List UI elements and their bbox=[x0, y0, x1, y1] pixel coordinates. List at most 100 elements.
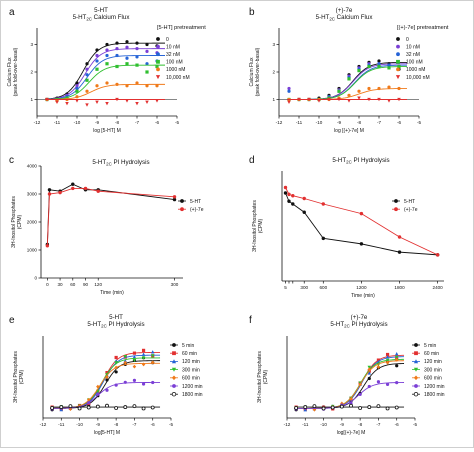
data-point bbox=[135, 102, 139, 106]
data-point bbox=[45, 97, 49, 102]
data-point bbox=[357, 69, 361, 73]
legend-label: 1000 nM bbox=[406, 67, 425, 73]
data-point bbox=[387, 85, 391, 89]
data-point bbox=[96, 189, 100, 193]
panel-d: d 5-HT2C PI Hydrolysis 5 300 600 1200 1800 2400… bbox=[249, 155, 444, 299]
data-point bbox=[376, 358, 381, 362]
y-axis-label: (CPM) bbox=[17, 214, 23, 229]
data-point bbox=[359, 211, 364, 216]
x-tick-label: -10 bbox=[76, 422, 83, 427]
legend-label: 100 nM bbox=[166, 60, 183, 66]
legend-marker bbox=[414, 351, 418, 356]
fit-curve bbox=[287, 66, 408, 100]
y-axis-label: (peak fold-over-basal) bbox=[255, 47, 261, 96]
data-point bbox=[132, 351, 137, 355]
legend-marker bbox=[156, 44, 160, 49]
legend-marker bbox=[413, 391, 419, 397]
legend-marker bbox=[413, 359, 419, 364]
data-point bbox=[85, 78, 89, 82]
data-point bbox=[105, 371, 109, 375]
x-tick-label: -11 bbox=[296, 120, 303, 125]
data-point bbox=[141, 352, 146, 356]
legend-marker bbox=[156, 67, 160, 72]
x-tick-label: -6 bbox=[397, 120, 402, 125]
series bbox=[44, 53, 165, 102]
legend-marker bbox=[171, 375, 177, 381]
data-point bbox=[50, 406, 55, 410]
panel-b: b (+)-7e5-HT2C Calcium Flux -12 -11 -10 -9 -8 -… bbox=[249, 7, 449, 134]
data-point bbox=[132, 364, 137, 369]
data-point bbox=[312, 404, 317, 409]
data-point bbox=[330, 405, 335, 410]
data-point bbox=[115, 41, 119, 45]
data-point bbox=[135, 63, 139, 67]
x-tick-label: -11 bbox=[58, 422, 65, 427]
x-tick-label: -10 bbox=[74, 120, 81, 125]
fit-curve bbox=[287, 64, 408, 100]
data-point bbox=[105, 403, 109, 408]
data-point bbox=[347, 99, 351, 103]
data-point bbox=[123, 360, 128, 365]
data-point bbox=[303, 407, 308, 412]
data-point bbox=[321, 202, 325, 206]
series bbox=[50, 360, 161, 411]
plot-area bbox=[45, 182, 177, 248]
data-point bbox=[68, 407, 73, 411]
data-point bbox=[135, 81, 139, 85]
panel-title-line: (+)-7e bbox=[336, 7, 353, 14]
legend-title: [(+)-7e] pretreatment bbox=[397, 25, 449, 31]
panel-letter: c bbox=[9, 155, 14, 166]
data-point bbox=[123, 380, 127, 384]
legend-marker bbox=[156, 59, 160, 64]
legend-marker bbox=[156, 52, 160, 57]
legend-label: 100 nM bbox=[406, 60, 423, 66]
x-tick-label: -11 bbox=[54, 120, 61, 125]
legend-label: 0 bbox=[166, 37, 169, 43]
x-tick-label: -6 bbox=[155, 120, 160, 125]
y-tick-label: 1 bbox=[30, 97, 33, 102]
legend-label: 1000 nM bbox=[166, 67, 185, 73]
data-point bbox=[367, 97, 371, 102]
data-point bbox=[357, 89, 361, 93]
data-point bbox=[377, 86, 381, 91]
data-point bbox=[58, 190, 62, 195]
data-point bbox=[394, 351, 399, 356]
legend-marker bbox=[396, 44, 400, 49]
data-point bbox=[339, 404, 344, 409]
data-point bbox=[377, 59, 381, 63]
data-point bbox=[385, 352, 390, 357]
data-point bbox=[150, 405, 155, 410]
x-tick-label: -10 bbox=[316, 120, 323, 125]
data-point bbox=[358, 382, 362, 387]
fit-curve bbox=[50, 382, 161, 409]
y-tick-label: 1 bbox=[272, 97, 275, 102]
data-point bbox=[385, 355, 390, 359]
x-tick-label: 120 bbox=[94, 282, 102, 287]
x-tick-label: 300 bbox=[171, 282, 179, 287]
data-point bbox=[321, 406, 326, 411]
data-point bbox=[397, 235, 402, 239]
data-point bbox=[132, 378, 137, 382]
data-point bbox=[150, 360, 155, 365]
data-point bbox=[302, 210, 306, 214]
legend-marker bbox=[180, 207, 184, 212]
legend-marker bbox=[155, 75, 161, 80]
data-point bbox=[45, 244, 50, 248]
data-point bbox=[150, 350, 155, 354]
series bbox=[283, 185, 440, 257]
data-point bbox=[123, 354, 128, 359]
data-point bbox=[105, 388, 109, 392]
data-point bbox=[75, 81, 79, 85]
panel-title-line: 5-HT2C PI Hydrolysis bbox=[330, 321, 387, 328]
legend-label: 600 min bbox=[424, 376, 442, 382]
data-point bbox=[287, 192, 291, 197]
fit-curve bbox=[44, 42, 165, 100]
data-point bbox=[47, 192, 52, 196]
series bbox=[45, 97, 165, 107]
series bbox=[45, 186, 177, 248]
x-tick-label: -6 bbox=[151, 422, 156, 427]
data-point bbox=[75, 89, 79, 93]
data-point bbox=[96, 392, 100, 396]
data-point bbox=[155, 64, 159, 69]
